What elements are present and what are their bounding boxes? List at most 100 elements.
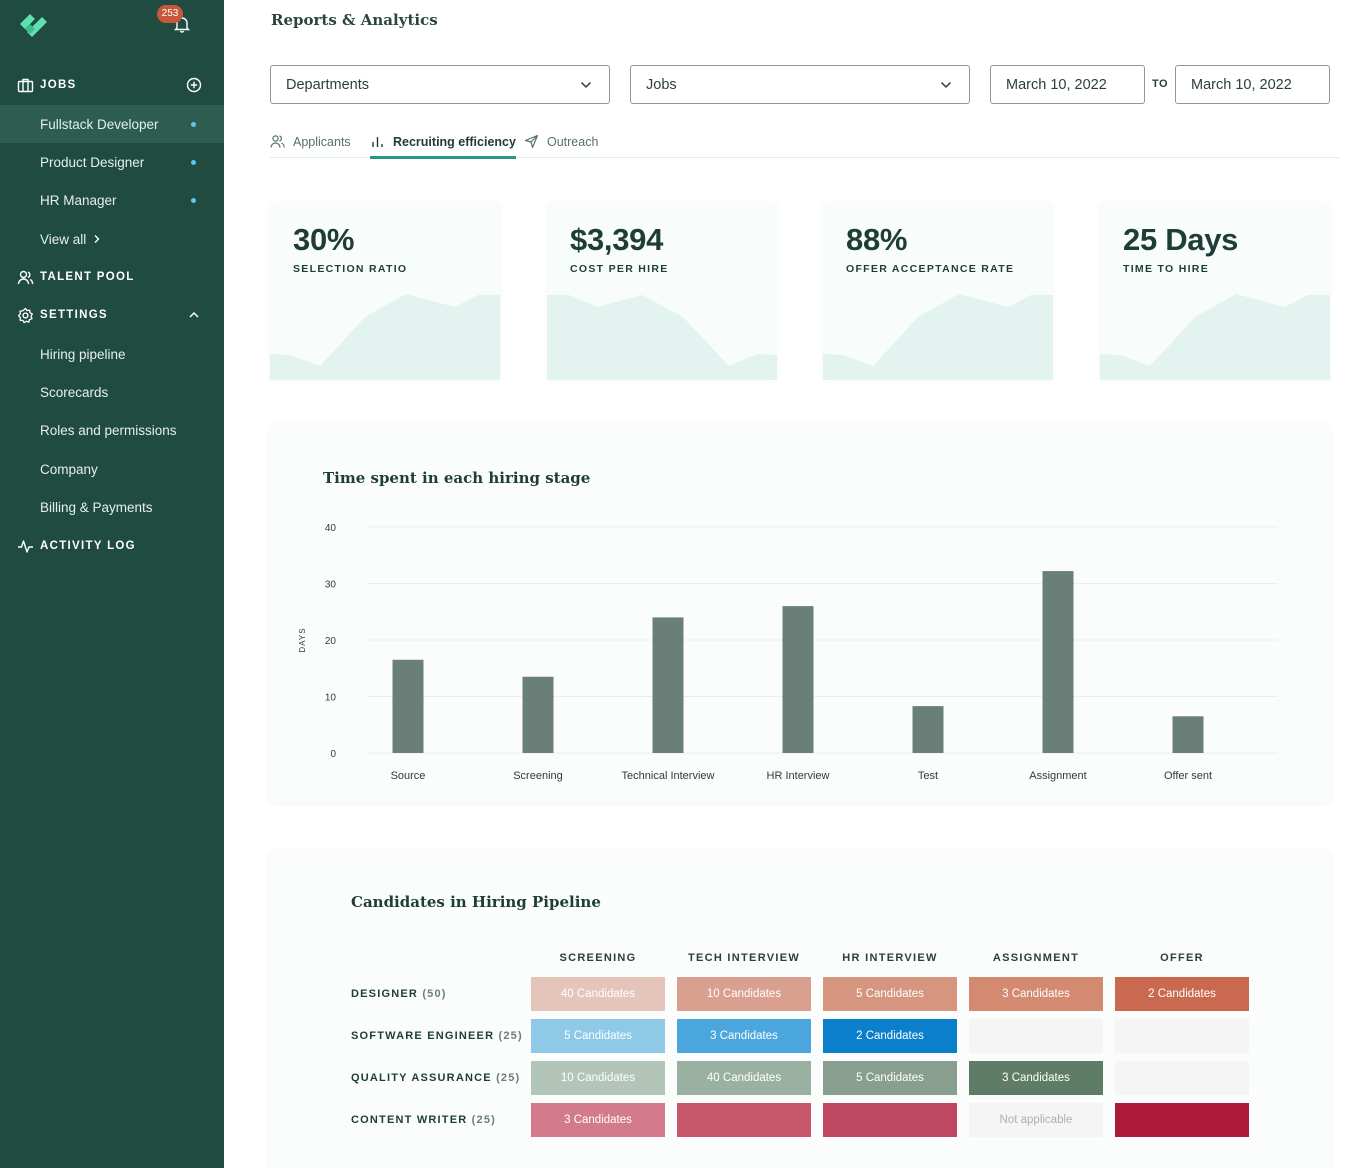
kpi-card-offer-acceptance-rate: 88% OFFER ACCEPTANCE RATE: [823, 202, 1053, 380]
bar: [1172, 716, 1204, 753]
tab-recruiting-efficiency[interactable]: Recruiting efficiency: [370, 130, 516, 159]
sidebar: 253 JOBS Fullstack Developer Product Des…: [0, 0, 224, 1168]
bar-chart: 0 10 20 30 40 DAYS Source Screening Technical In…: [298, 523, 1278, 782]
kpi-label: OFFER ACCEPTANCE RATE: [846, 263, 1015, 275]
pipeline-cell[interactable]: 5 Candidates: [823, 977, 957, 1011]
tab-outreach[interactable]: Outreach: [524, 130, 598, 158]
pipeline-cell[interactable]: [969, 1019, 1103, 1053]
kpi-label: SELECTION RATIO: [293, 263, 408, 275]
sidebar-item-hiring-pipeline[interactable]: Hiring pipeline: [0, 335, 224, 373]
pipeline-cell[interactable]: 3 Candidates: [531, 1103, 665, 1137]
departments-select[interactable]: Departments: [270, 65, 610, 104]
sidebar-item-roles-permissions[interactable]: Roles and permissions: [0, 411, 224, 449]
kpi-label: TIME TO HIRE: [1123, 263, 1209, 275]
pipeline-cell[interactable]: 3 Candidates: [677, 1019, 811, 1053]
pipeline-cell[interactable]: 2 Candidates: [1115, 977, 1249, 1011]
x-tick-label: Test: [918, 770, 938, 782]
x-tick-label: Assignment: [1029, 770, 1086, 782]
sidebar-item-billing-payments[interactable]: Billing & Payments: [0, 488, 224, 526]
hiring-stage-chart-card: Time spent in each hiring stage 0 10 20 30 4…: [270, 426, 1330, 802]
jobs-select-value: Jobs: [646, 77, 677, 93]
sidebar-item-label: Billing & Payments: [40, 499, 153, 515]
pipeline-row-label: SOFTWARE ENGINEER (25): [351, 1030, 523, 1042]
jobs-select[interactable]: Jobs: [630, 65, 970, 104]
chevron-right-icon: [94, 235, 100, 243]
bar: [652, 617, 684, 753]
pipeline-cell[interactable]: 10 Candidates: [531, 1061, 665, 1095]
date-from-value: March 10, 2022: [1006, 77, 1107, 93]
x-tick-label: HR Interview: [767, 770, 830, 782]
users-icon: [270, 135, 285, 148]
kpi-card-cost-per-hire: $3,394 COST PER HIRE: [547, 202, 777, 380]
pipeline-column-header: HR INTERVIEW: [842, 952, 938, 964]
pipeline-cell[interactable]: 3 Candidates: [969, 1061, 1103, 1095]
tab-label: Recruiting efficiency: [393, 135, 516, 149]
sidebar-item-product-designer[interactable]: Product Designer: [0, 143, 224, 181]
sidebar-section-settings[interactable]: SETTINGS: [0, 296, 224, 334]
departments-select-value: Departments: [286, 77, 370, 93]
pipeline-cell[interactable]: 40 Candidates: [677, 1061, 811, 1095]
date-from-input[interactable]: March 10, 2022: [990, 65, 1145, 104]
pipeline-cell[interactable]: 3 Candidates: [969, 977, 1103, 1011]
pipeline-cell[interactable]: [1115, 1061, 1249, 1095]
pipeline-cell[interactable]: 5 Candidates: [823, 1061, 957, 1095]
sidebar-item-scorecards[interactable]: Scorecards: [0, 373, 224, 411]
bar: [1042, 571, 1074, 753]
x-tick-label: Source: [391, 770, 426, 782]
x-tick-label: Screening: [513, 770, 563, 782]
sidebar-item-company[interactable]: Company: [0, 450, 224, 488]
sidebar-section-activity-log[interactable]: ACTIVITY LOG: [0, 527, 224, 565]
send-icon: [524, 134, 539, 149]
kpi-sparkline: [1100, 294, 1330, 380]
sidebar-section-jobs[interactable]: JOBS: [0, 66, 224, 104]
sidebar-section-talent-pool[interactable]: TALENT POOL: [0, 258, 224, 296]
pipeline-row-count: (25): [471, 1114, 497, 1126]
pipeline-cell[interactable]: [1115, 1103, 1249, 1137]
logo-icon[interactable]: [16, 10, 50, 40]
pipeline-row-label: DESIGNER (50): [351, 988, 447, 1000]
y-tick-label: 10: [325, 693, 337, 704]
kpi-value: $3,394: [570, 222, 664, 257]
sidebar-section-label: TALENT POOL: [40, 271, 135, 283]
activity-icon: [18, 539, 33, 553]
kpi-value: 30%: [293, 222, 355, 257]
pipeline-cell[interactable]: 40 Candidates: [531, 977, 665, 1011]
pipeline-cell[interactable]: [1115, 1019, 1249, 1053]
pipeline-cell[interactable]: [823, 1103, 957, 1137]
page-title: Reports & Analytics: [271, 11, 438, 29]
pipeline-row-count: (50): [422, 988, 447, 1000]
date-range-to-label: TO: [1152, 78, 1169, 90]
pipeline-row-name: DESIGNER: [351, 988, 423, 1000]
pipeline-column-header: SCREENING: [559, 952, 637, 964]
sidebar-item-label: Hiring pipeline: [40, 346, 126, 362]
add-circle-icon[interactable]: [186, 77, 202, 93]
chevron-up-icon[interactable]: [186, 307, 202, 323]
bar: [392, 659, 424, 753]
kpi-value: 25 Days: [1123, 222, 1239, 257]
sidebar-item-label: Roles and permissions: [40, 422, 177, 438]
tab-label: Outreach: [547, 135, 599, 149]
kpi-label: COST PER HIRE: [570, 263, 669, 275]
sidebar-section-label: SETTINGS: [40, 309, 108, 321]
pipeline-row-name: QUALITY ASSURANCE: [351, 1072, 497, 1084]
pipeline-row-label: CONTENT WRITER (25): [351, 1114, 496, 1126]
pipeline-cell[interactable]: Not applicable: [969, 1103, 1103, 1137]
bar: [912, 706, 944, 753]
view-all-label: View all: [40, 231, 87, 247]
tab-applicants[interactable]: Applicants: [270, 130, 351, 158]
sidebar-item-view-all[interactable]: View all: [0, 220, 224, 258]
sidebar-item-hr-manager[interactable]: HR Manager: [0, 181, 224, 219]
pipeline-cell[interactable]: [677, 1103, 811, 1137]
sidebar-item-fullstack-developer[interactable]: Fullstack Developer: [0, 105, 224, 143]
bar: [522, 676, 554, 753]
pipeline-cell[interactable]: 10 Candidates: [677, 977, 811, 1011]
kpi-sparkline: [823, 294, 1053, 380]
pipeline-cell[interactable]: 2 Candidates: [823, 1019, 957, 1053]
chevron-down-icon: [940, 81, 952, 89]
pipeline-cell[interactable]: 5 Candidates: [531, 1019, 665, 1053]
briefcase-icon: [17, 78, 34, 92]
date-to-input[interactable]: March 10, 2022: [1175, 65, 1330, 104]
status-dot: [191, 121, 196, 127]
status-dot: [191, 159, 196, 165]
tab-label: Applicants: [293, 135, 351, 149]
